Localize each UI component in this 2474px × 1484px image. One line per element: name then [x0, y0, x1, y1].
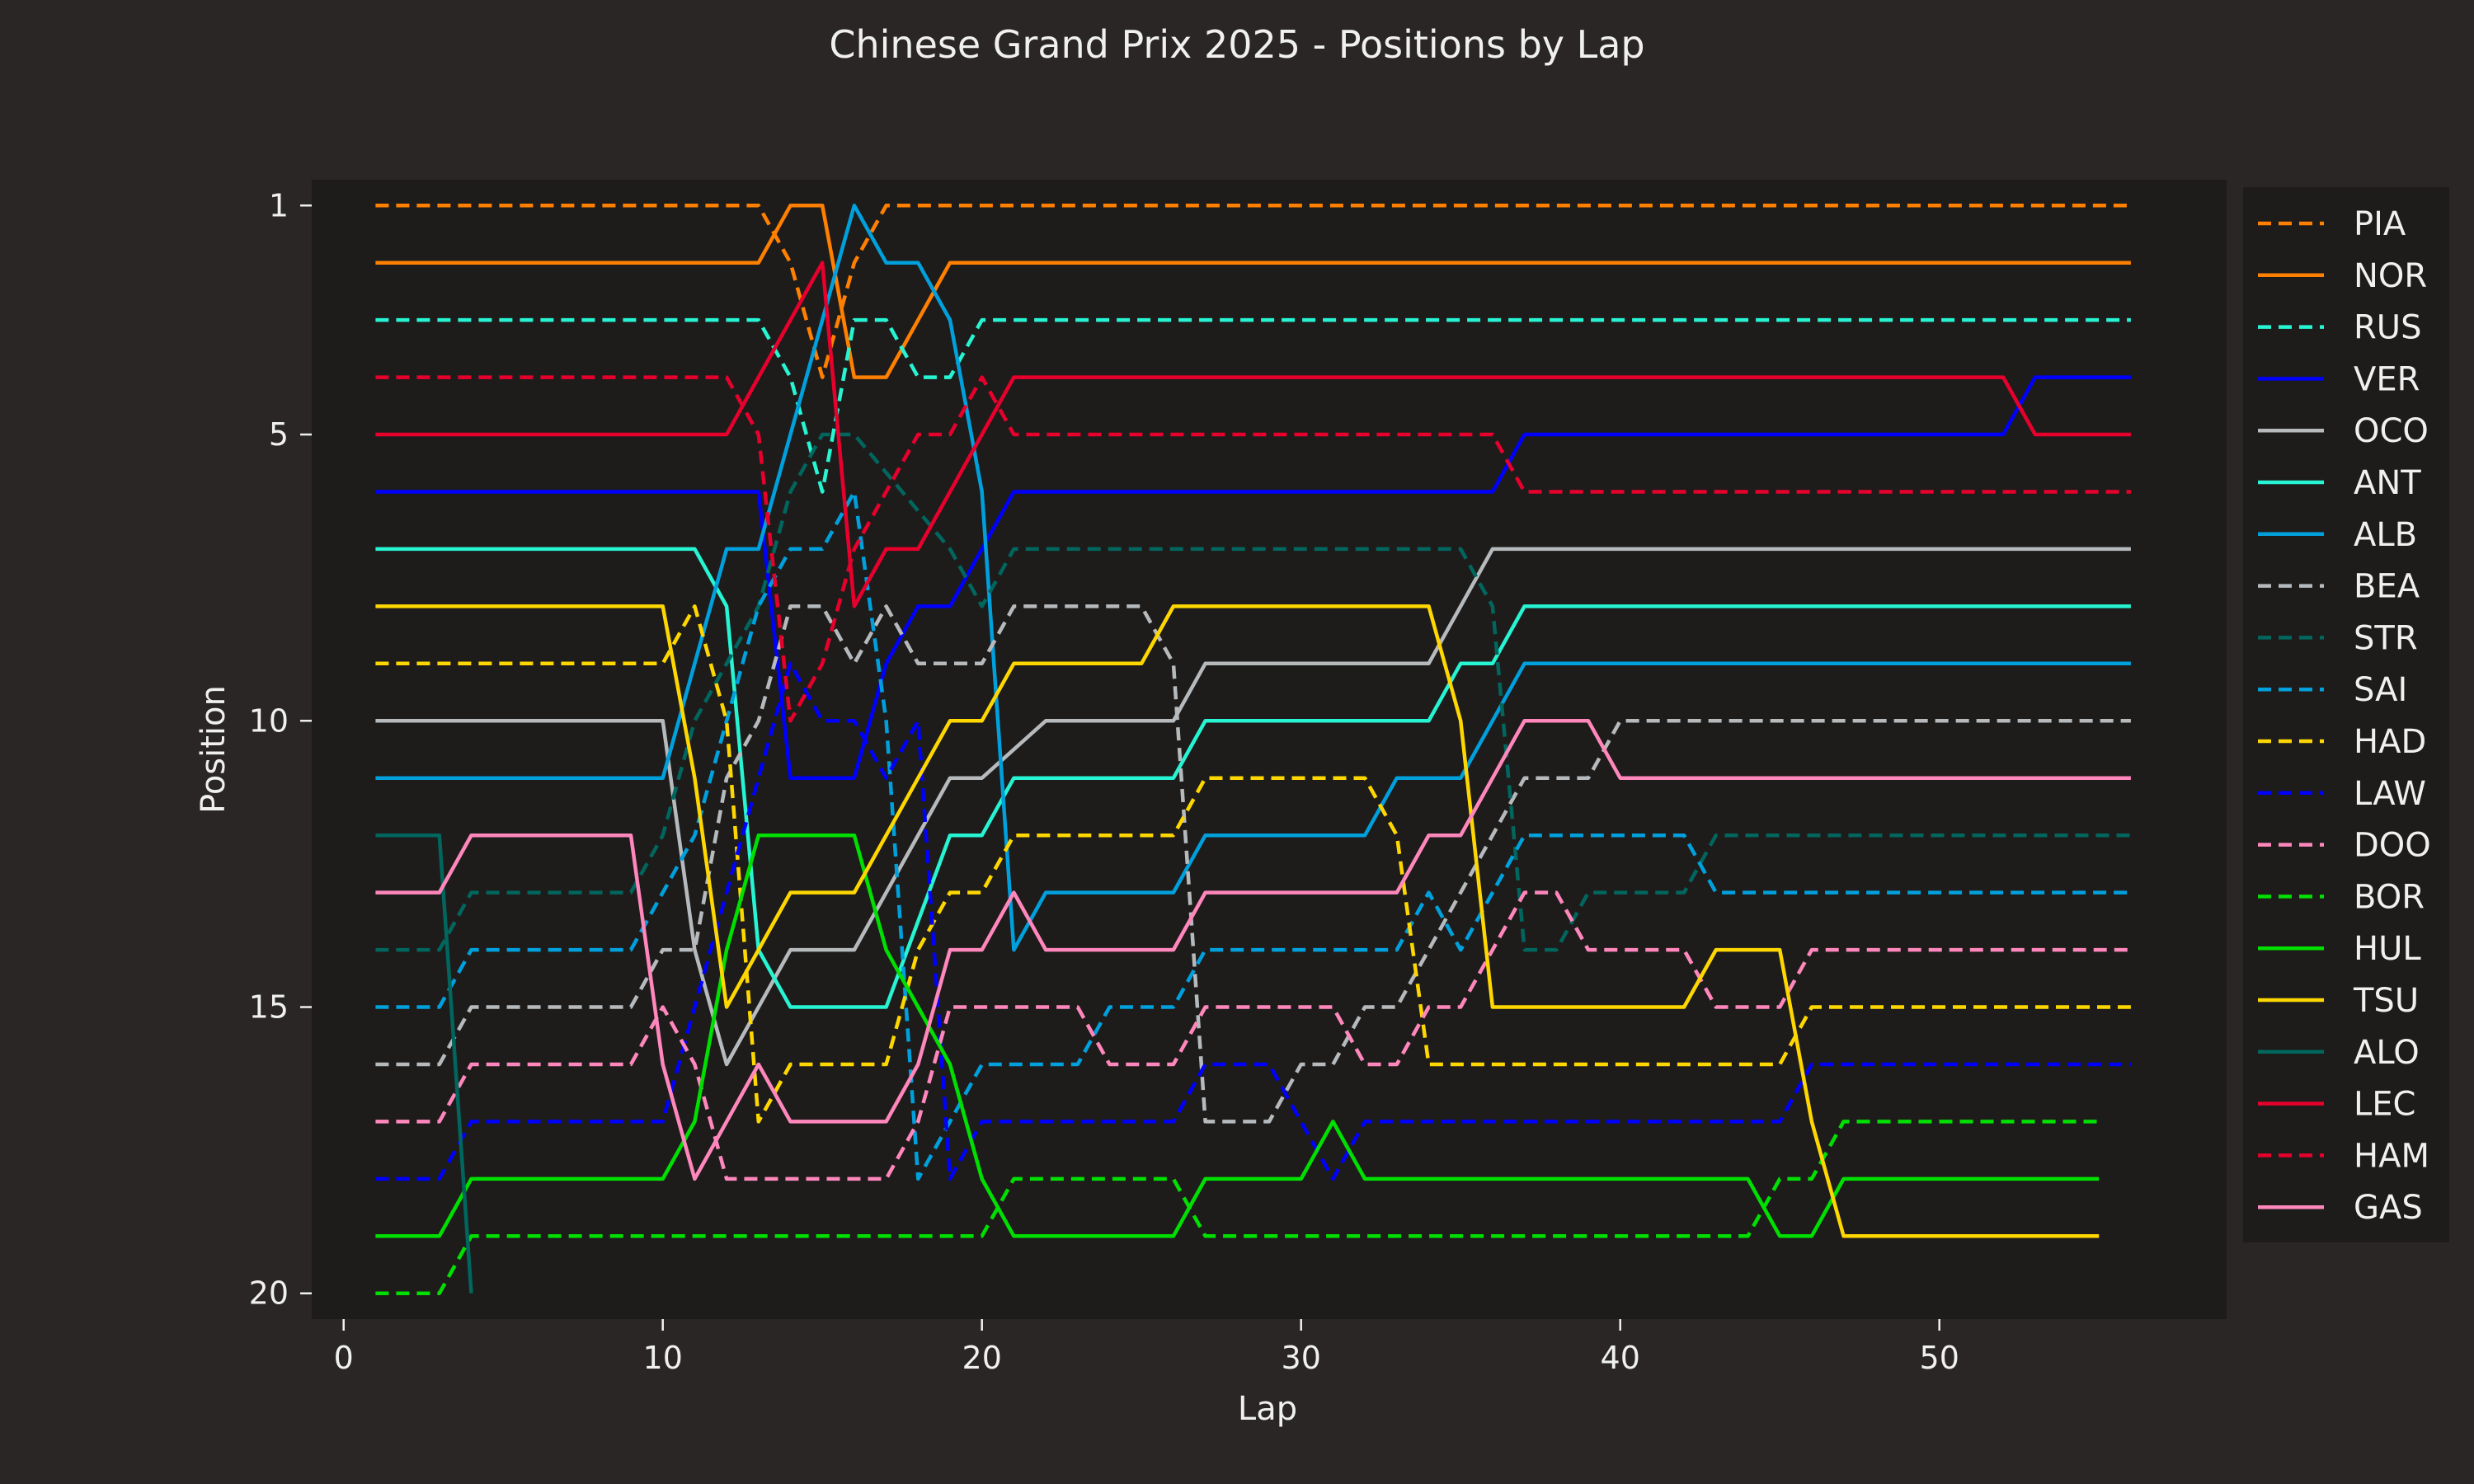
legend-label-sai: SAI: [2354, 671, 2407, 709]
series-lines: [375, 204, 2131, 1295]
legend-label-doo: DOO: [2354, 827, 2431, 865]
legend-label-oco: OCO: [2354, 412, 2429, 450]
legend-label-had: HAD: [2354, 723, 2426, 761]
legend-label-bea: BEA: [2354, 568, 2420, 606]
series-line-gas: [375, 719, 2131, 1181]
y-tick-label: 20: [249, 1275, 289, 1312]
plot-area: [312, 180, 2227, 1319]
series-line-ant: [375, 547, 2131, 1009]
y-tick-label: 10: [249, 702, 289, 739]
series-line-oco: [375, 547, 2131, 1067]
legend-label-law: LAW: [2354, 775, 2426, 813]
x-tick-label: 50: [1920, 1340, 1959, 1376]
legend-label-ham: HAM: [2354, 1137, 2429, 1175]
series-line-alo: [375, 833, 473, 1294]
legend-label-alo: ALO: [2354, 1034, 2420, 1072]
x-tick-label: 20: [962, 1340, 1002, 1376]
legend-label-str: STR: [2354, 619, 2418, 657]
chart-title: Chinese Grand Prix 2025 - Positions by L…: [829, 22, 1644, 67]
y-tick-label: 1: [269, 187, 289, 223]
legend-box: [2243, 187, 2449, 1242]
legend-label-pia: PIA: [2354, 205, 2406, 243]
y-tick-label: 15: [249, 989, 289, 1026]
legend-label-ver: VER: [2354, 360, 2420, 398]
series-line-lec: [375, 261, 2131, 608]
legend-label-lec: LEC: [2354, 1086, 2416, 1124]
x-tick-label: 30: [1282, 1340, 1321, 1376]
legend-label-ant: ANT: [2354, 464, 2421, 502]
x-axis-label: Lap: [1238, 1390, 1297, 1428]
x-tick-label: 40: [1601, 1340, 1640, 1376]
y-axis-label: Position: [195, 685, 233, 814]
legend-label-nor: NOR: [2354, 257, 2427, 295]
y-tick-label: 5: [269, 416, 289, 453]
series-line-ham: [375, 375, 2131, 723]
series-line-pia: [375, 204, 2131, 379]
x-tick-label: 10: [643, 1340, 683, 1376]
legend-label-tsu: TSU: [2353, 982, 2419, 1020]
x-tick-label: 0: [334, 1340, 354, 1376]
legend: PIA NOR RUS VER OCO ANT ALB BEA STR SAI HAD LAW DOO B…: [2243, 187, 2449, 1242]
legend-label-rus: RUS: [2354, 309, 2421, 347]
legend-label-bor: BOR: [2354, 878, 2425, 916]
series-line-doo: [375, 890, 2131, 1181]
legend-label-hul: HUL: [2354, 930, 2421, 968]
series-line-tsu: [375, 604, 2100, 1238]
series-line-ver: [375, 375, 2131, 780]
legend-label-gas: GAS: [2354, 1189, 2423, 1227]
legend-label-alb: ALB: [2354, 516, 2417, 554]
series-line-nor: [375, 204, 2131, 379]
